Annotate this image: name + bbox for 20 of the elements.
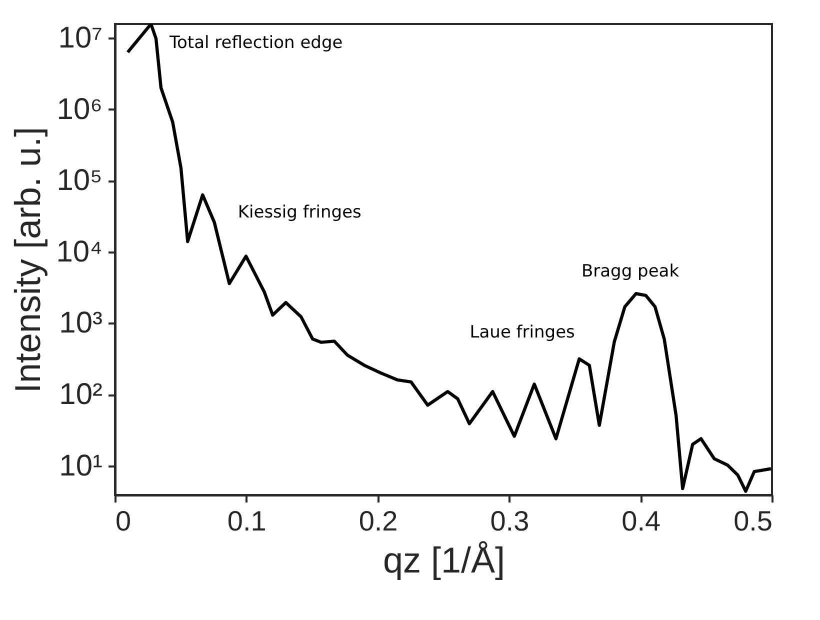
x-tick-label: 0.5 — [734, 506, 772, 536]
annotation: Kiessig fringes — [238, 202, 362, 222]
y-tick-label: 10¹ — [59, 449, 103, 482]
x-tick-label: 0.1 — [227, 506, 266, 536]
annotation: Laue fringes — [470, 322, 576, 343]
x-tick-label: 0.4 — [622, 506, 661, 536]
y-tick-label: 10⁷ — [58, 21, 102, 54]
y-axis-title: Intensity [arb. u.] — [7, 126, 48, 394]
y-tick-label: 10² — [59, 378, 103, 412]
y-tick-label: 10⁵ — [56, 164, 102, 198]
x-tick-label: 0 — [116, 506, 132, 536]
annotation: Bragg peak — [581, 261, 680, 282]
x-tick-label: 0.3 — [490, 506, 530, 536]
y-tick-label: 10⁶ — [56, 92, 102, 126]
x-axis-title: qz [1/Å] — [382, 540, 506, 580]
annotation: Total reflection edge — [168, 32, 343, 53]
line-series — [126, 24, 772, 493]
y-tick-label: 10³ — [59, 306, 103, 340]
y-tick-label: 10⁴ — [56, 235, 102, 268]
x-tick-label: 0.2 — [358, 506, 398, 536]
